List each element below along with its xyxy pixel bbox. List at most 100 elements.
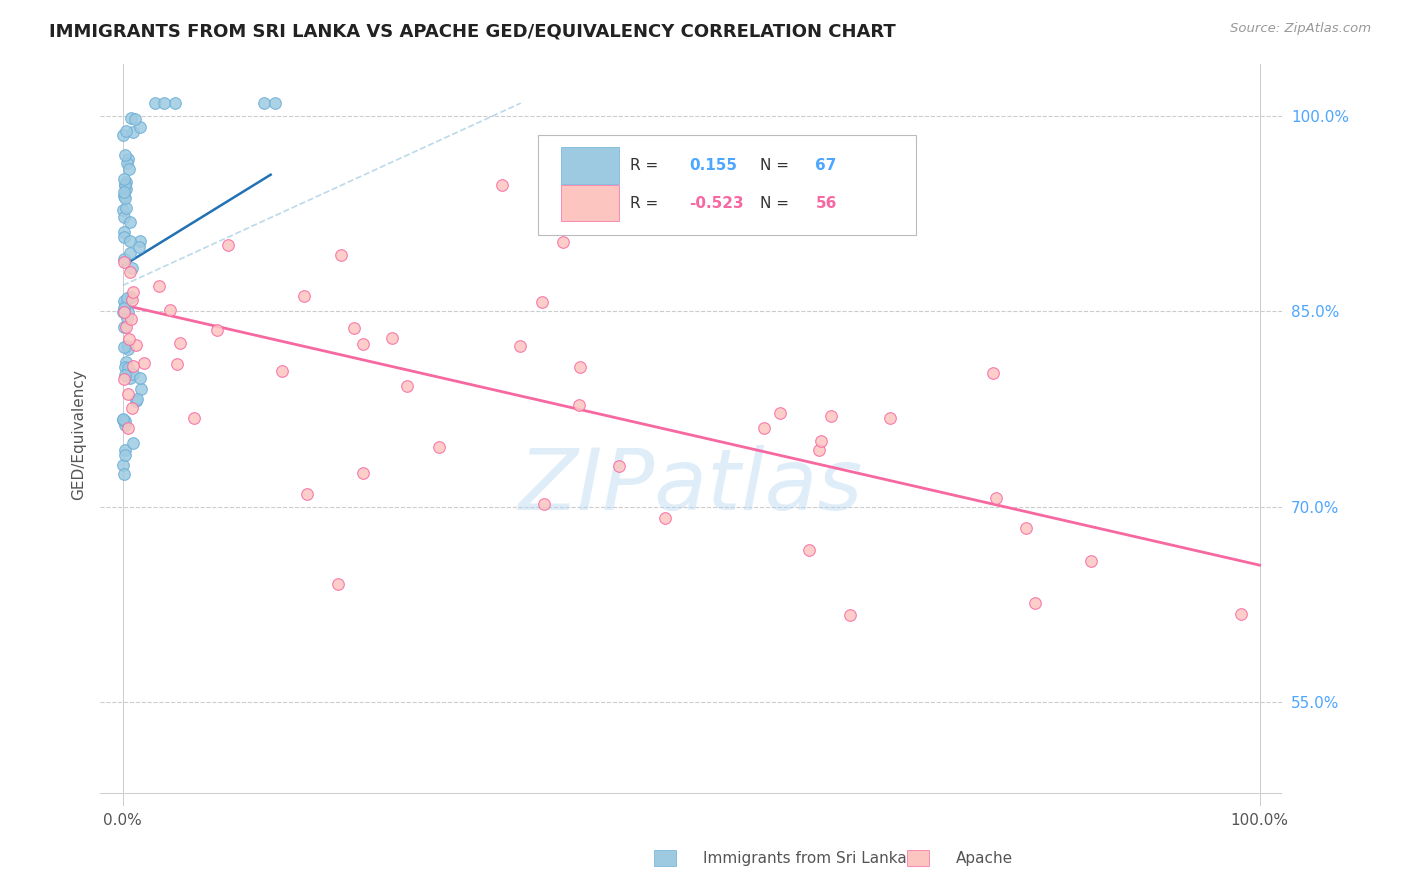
Point bbox=[983, 366, 1005, 380]
Point bbox=[125, 393, 148, 408]
Point bbox=[112, 226, 135, 240]
Point bbox=[118, 332, 141, 346]
Point bbox=[114, 448, 136, 462]
Text: R =: R = bbox=[630, 159, 658, 173]
Point bbox=[1080, 554, 1102, 568]
Point bbox=[128, 120, 150, 134]
Text: R =: R = bbox=[630, 196, 658, 211]
Point bbox=[491, 178, 513, 192]
Point bbox=[217, 238, 239, 252]
Point bbox=[328, 576, 350, 591]
Point bbox=[427, 440, 450, 454]
Point bbox=[134, 356, 156, 370]
Point bbox=[128, 370, 150, 384]
Point bbox=[112, 372, 135, 386]
Point bbox=[112, 211, 135, 225]
Point bbox=[114, 301, 136, 315]
Point bbox=[114, 354, 136, 368]
Point bbox=[165, 96, 187, 111]
Point bbox=[114, 123, 136, 137]
Point bbox=[879, 411, 901, 425]
Point bbox=[114, 175, 136, 189]
Point bbox=[115, 291, 138, 305]
Text: N =: N = bbox=[759, 159, 789, 173]
Point bbox=[551, 235, 574, 249]
Point bbox=[117, 421, 139, 435]
Point bbox=[117, 152, 139, 166]
Point bbox=[122, 436, 145, 450]
Point bbox=[117, 361, 139, 376]
Point bbox=[352, 336, 374, 351]
Point bbox=[112, 293, 135, 308]
Bar bbox=[907, 850, 929, 866]
Point bbox=[112, 304, 135, 318]
Point bbox=[342, 320, 364, 334]
Point bbox=[114, 148, 136, 162]
Point bbox=[120, 215, 142, 229]
Point bbox=[120, 246, 142, 260]
Point bbox=[122, 367, 145, 381]
Point bbox=[125, 392, 148, 406]
Text: N =: N = bbox=[759, 196, 789, 211]
Point bbox=[122, 285, 145, 300]
Point bbox=[295, 487, 318, 501]
Point bbox=[509, 339, 531, 353]
Point bbox=[114, 299, 136, 313]
Point bbox=[159, 303, 181, 318]
Point bbox=[754, 420, 776, 434]
Point bbox=[839, 608, 862, 623]
Text: Immigrants from Sri Lanka: Immigrants from Sri Lanka bbox=[703, 851, 907, 865]
Point bbox=[115, 182, 138, 196]
Point bbox=[112, 319, 135, 334]
Point bbox=[984, 491, 1007, 505]
Point bbox=[115, 311, 138, 326]
Point bbox=[114, 417, 136, 432]
Point bbox=[120, 234, 142, 248]
Point bbox=[807, 442, 830, 457]
Point bbox=[799, 543, 821, 558]
Point bbox=[820, 409, 842, 423]
Point bbox=[533, 497, 555, 511]
Point bbox=[112, 458, 135, 472]
Point bbox=[381, 331, 404, 345]
Point bbox=[330, 248, 353, 262]
Point bbox=[124, 337, 146, 351]
Point bbox=[122, 359, 145, 373]
Point bbox=[121, 401, 143, 416]
Text: IMMIGRANTS FROM SRI LANKA VS APACHE GED/EQUIVALENCY CORRELATION CHART: IMMIGRANTS FROM SRI LANKA VS APACHE GED/… bbox=[49, 22, 896, 40]
Point bbox=[270, 364, 292, 378]
Point bbox=[118, 162, 141, 177]
Point bbox=[166, 358, 188, 372]
Point bbox=[769, 406, 792, 420]
Point bbox=[129, 382, 152, 396]
Point bbox=[112, 202, 135, 217]
Point bbox=[115, 339, 138, 353]
Text: ZIPatlas: ZIPatlas bbox=[519, 445, 863, 528]
Point bbox=[531, 295, 554, 310]
Point bbox=[115, 319, 138, 334]
Point bbox=[205, 322, 228, 336]
Point bbox=[120, 112, 142, 126]
Point bbox=[112, 413, 135, 427]
Point bbox=[121, 293, 143, 308]
Point bbox=[568, 398, 591, 412]
Point bbox=[112, 467, 135, 482]
Text: Source: ZipAtlas.com: Source: ZipAtlas.com bbox=[1230, 22, 1371, 36]
Point bbox=[111, 305, 134, 319]
Point bbox=[112, 171, 135, 186]
Point bbox=[111, 411, 134, 425]
Point bbox=[810, 434, 832, 448]
Point bbox=[121, 260, 143, 275]
Point bbox=[1230, 607, 1253, 622]
Point bbox=[114, 360, 136, 375]
Text: Apache: Apache bbox=[956, 851, 1014, 865]
Point bbox=[128, 239, 150, 253]
Point bbox=[143, 96, 166, 111]
Point bbox=[114, 368, 136, 382]
Point bbox=[129, 234, 152, 248]
Point bbox=[117, 387, 139, 401]
Point bbox=[117, 342, 139, 356]
FancyBboxPatch shape bbox=[561, 147, 619, 184]
Point bbox=[118, 265, 141, 279]
Point bbox=[124, 112, 146, 127]
